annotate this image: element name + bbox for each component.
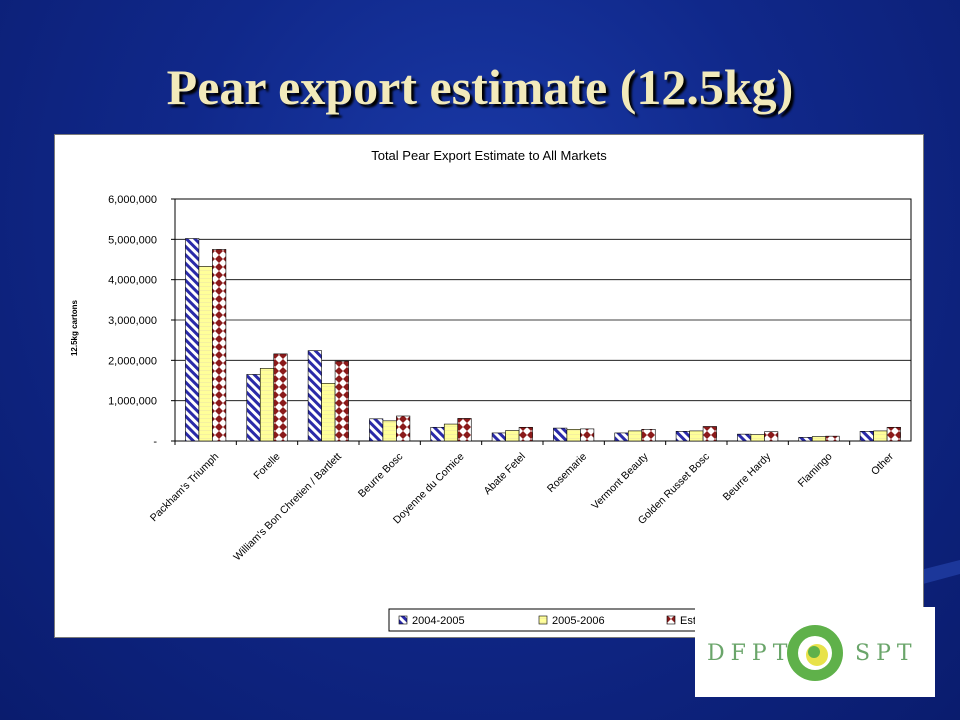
logo-text-spt: SPT — [855, 641, 918, 666]
bar-est-2006-2007 — [764, 431, 779, 442]
y-tick-labels: - 1,000,000 2,000,000 3,000,000 4,000,000 5,0… — [108, 194, 157, 448]
y-tick-label: 6,000,000 — [108, 194, 157, 206]
bar-est-2006-2007 — [641, 429, 656, 442]
bar-2005-2006 — [873, 430, 888, 442]
x-tick-label: Packham's Triumph — [148, 451, 222, 525]
bar-2004-2005 — [307, 350, 322, 442]
y-tick-label: 4,000,000 — [108, 275, 157, 287]
x-tick-label: Other — [869, 450, 896, 477]
y-tick-label: - — [153, 436, 157, 448]
bar-2005-2006 — [321, 383, 336, 442]
y-tick-label: 2,000,000 — [108, 355, 157, 367]
x-tick-label: William's Bon Chretien / Bartlett — [231, 451, 344, 564]
bar-2004-2005 — [246, 374, 261, 442]
x-tick-label: Forelle — [251, 451, 282, 482]
bar-2005-2006 — [505, 430, 520, 442]
pear-logo-icon — [787, 625, 843, 681]
legend-swatch — [538, 615, 548, 625]
bar-2004-2005 — [675, 431, 690, 442]
y-axis-label: 12.5kg cartons — [70, 299, 79, 356]
x-tick-label: Beurre Hardy — [721, 450, 774, 503]
bar-chart: Total Pear Export Estimate to All Market… — [70, 148, 912, 632]
bar-est-2006-2007 — [334, 360, 349, 442]
logo-text-dfpt: DFPT — [707, 641, 794, 666]
x-tick-label: Vermont Beauty — [589, 450, 651, 512]
bar-est-2006-2007 — [580, 428, 595, 442]
bar-2004-2005 — [553, 427, 568, 442]
bar-2004-2005 — [491, 432, 506, 442]
bar-2004-2005 — [859, 431, 874, 442]
bar-est-2006-2007 — [518, 426, 533, 442]
y-tick-label: 3,000,000 — [108, 315, 157, 327]
bar-2004-2005 — [737, 433, 752, 442]
bar-est-2006-2007 — [702, 426, 717, 442]
bar-2005-2006 — [811, 436, 827, 442]
bar-2004-2005 — [369, 418, 384, 442]
logo-panel: DFPT SPT — [695, 607, 935, 697]
bar-2005-2006 — [627, 430, 643, 442]
slide-title: Pear export estimate (12.5kg) — [166, 59, 794, 115]
bar-2005-2006 — [566, 429, 581, 442]
y-tick-label: 5,000,000 — [108, 234, 157, 246]
legend-swatch — [666, 615, 676, 625]
bar-est-2006-2007 — [825, 435, 840, 442]
chart-title: Total Pear Export Estimate to All Market… — [371, 148, 607, 163]
legend-swatch — [398, 615, 408, 625]
legend-label: 2005-2006 — [552, 615, 605, 627]
x-tick-label: Beurre Bosc — [356, 451, 405, 500]
bar-2004-2005 — [185, 238, 200, 442]
bars — [185, 238, 901, 442]
bar-est-2006-2007 — [457, 418, 472, 442]
bar-2005-2006 — [259, 368, 275, 442]
bar-2005-2006 — [443, 423, 459, 442]
x-tick-label: Abate Fetel — [481, 451, 527, 497]
bar-est-2006-2007 — [886, 426, 901, 442]
bar-2005-2006 — [750, 434, 765, 442]
bar-2004-2005 — [614, 432, 629, 442]
bar-2005-2006 — [382, 420, 397, 442]
gridlines — [171, 198, 912, 445]
bar-est-2006-2007 — [396, 415, 411, 442]
bar-2004-2005 — [798, 437, 813, 442]
bar-est-2006-2007 — [212, 249, 227, 442]
legend-label: 2004-2005 — [412, 615, 465, 627]
x-tick-label: Flamingo — [796, 451, 835, 490]
chart-panel: Total Pear Export Estimate to All Market… — [54, 134, 924, 638]
x-tick-label: Rosemarie — [545, 451, 589, 495]
y-tick-label: 1,000,000 — [108, 396, 157, 408]
bar-2005-2006 — [198, 266, 213, 442]
bar-2004-2005 — [430, 426, 445, 442]
bar-2005-2006 — [689, 430, 704, 442]
bar-est-2006-2007 — [273, 353, 288, 442]
